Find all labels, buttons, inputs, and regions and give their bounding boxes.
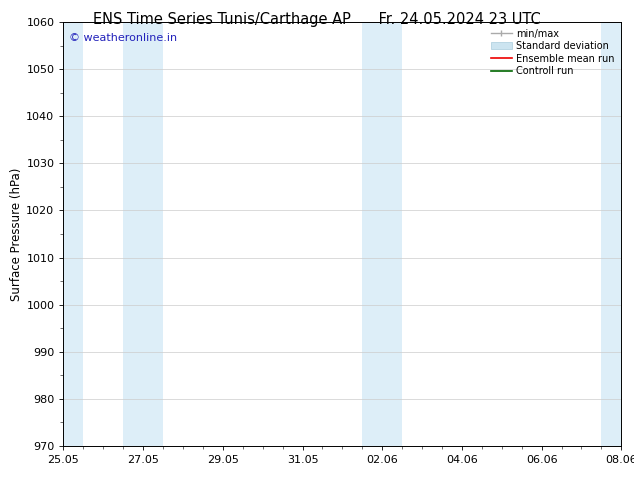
- Text: ENS Time Series Tunis/Carthage AP      Fr. 24.05.2024 23 UTC: ENS Time Series Tunis/Carthage AP Fr. 24…: [93, 12, 541, 27]
- Y-axis label: Surface Pressure (hPa): Surface Pressure (hPa): [11, 167, 23, 301]
- Bar: [602, 22, 621, 446]
- Bar: [63, 22, 83, 446]
- Bar: [362, 22, 402, 446]
- Text: © weatheronline.in: © weatheronline.in: [69, 33, 177, 43]
- Legend: min/max, Standard deviation, Ensemble mean run, Controll run: min/max, Standard deviation, Ensemble me…: [489, 27, 616, 78]
- Bar: [123, 22, 163, 446]
